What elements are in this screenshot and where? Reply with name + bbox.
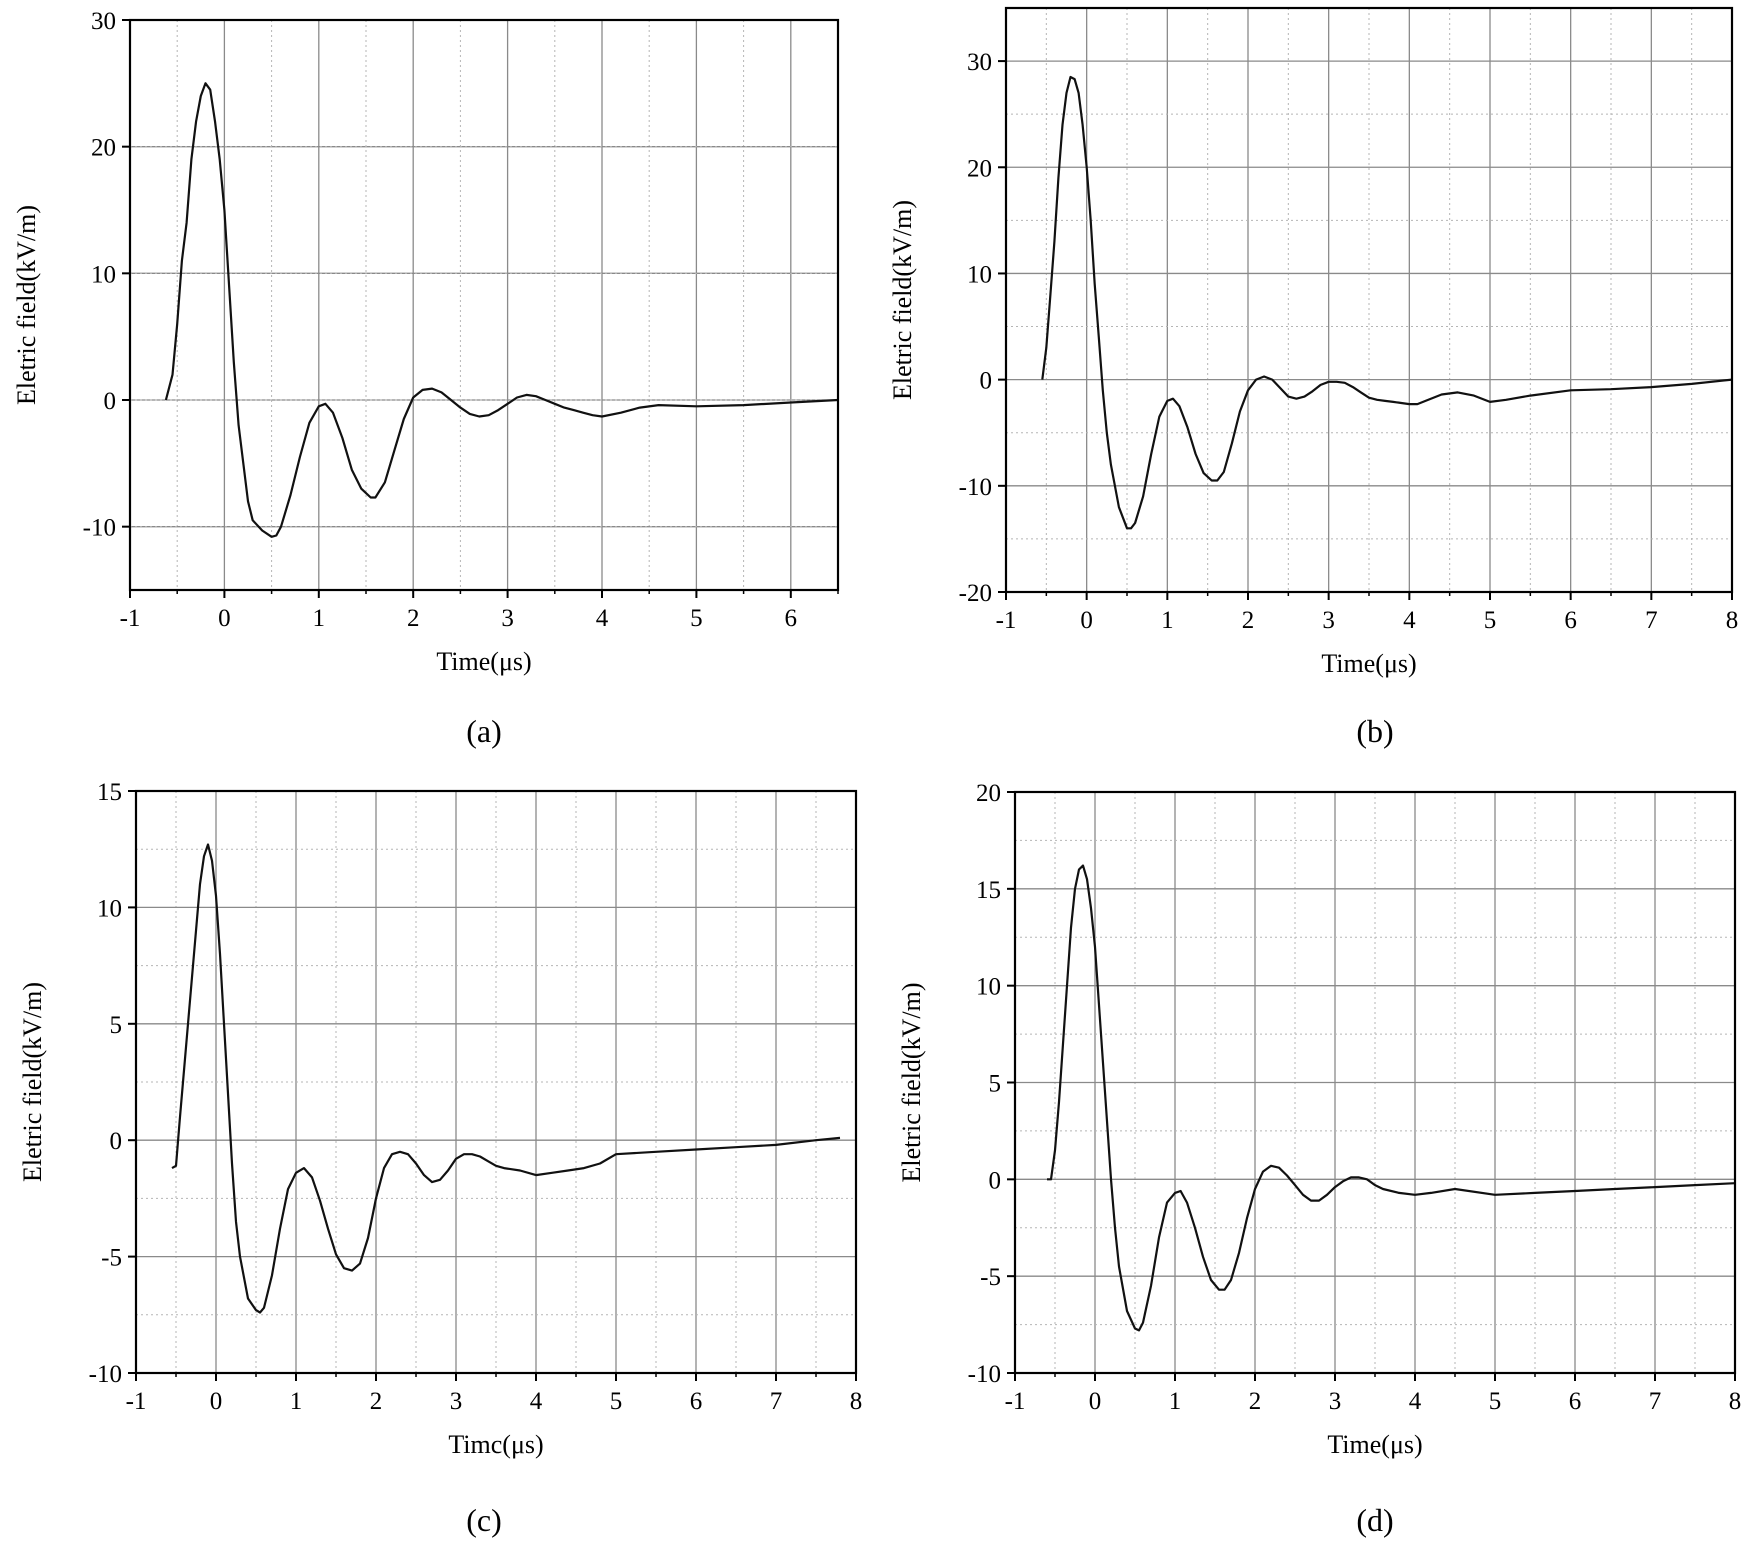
x-tick-label: 3: [1329, 1388, 1342, 1415]
x-tick-label: 8: [1726, 607, 1739, 634]
x-tick-label: 2: [1242, 607, 1255, 634]
x-tick-label: 5: [1484, 607, 1497, 634]
x-tick-label: 4: [1409, 1388, 1422, 1415]
y-tick-label: 20: [976, 780, 1001, 807]
x-tick-label: 3: [501, 605, 514, 632]
x-tick-label: 6: [785, 605, 798, 632]
y-tick-label: 0: [104, 388, 117, 415]
panel-caption: (d): [1356, 1502, 1393, 1538]
x-tick-label: 7: [1649, 1388, 1662, 1415]
y-tick-label: 0: [980, 368, 993, 395]
series-layer: [164, 82, 839, 538]
x-tick-label: 2: [407, 605, 420, 632]
x-tick-label: 4: [1403, 607, 1416, 634]
y-tick-label: 30: [91, 8, 116, 35]
series-line: [164, 82, 839, 538]
y-tick-label: -10: [959, 474, 992, 501]
x-tick-label: 2: [370, 1388, 383, 1415]
x-tick-label: 2: [1249, 1388, 1262, 1415]
x-tick-label: 5: [1489, 1388, 1502, 1415]
panel-caption: (c): [466, 1502, 502, 1538]
series-line: [1047, 864, 1736, 1332]
grid-layer: [1015, 792, 1735, 1373]
series-layer: [171, 843, 841, 1314]
plot-frame: [128, 18, 840, 592]
grid-layer: [136, 791, 856, 1373]
x-tick-label: 0: [1089, 1388, 1102, 1415]
x-axis-label: Time(μs): [436, 647, 531, 676]
x-tick-label: 3: [1322, 607, 1335, 634]
y-tick-label: -5: [980, 1264, 1001, 1291]
y-axis-label: Eletric field(kV/m): [897, 983, 926, 1183]
x-tick-label: 4: [596, 605, 609, 632]
y-tick-label: 10: [967, 261, 992, 288]
y-tick-label: 5: [989, 1071, 1002, 1098]
y-tick-label: 20: [91, 135, 116, 162]
x-tick-label: 6: [1569, 1388, 1582, 1415]
x-axis-label: Time(μs): [1327, 1430, 1422, 1459]
x-tick-label: -1: [120, 605, 141, 632]
y-tick-label: 15: [976, 877, 1001, 904]
y-axis-label: Eletric field(kV/m): [18, 982, 47, 1182]
x-tick-label: 1: [290, 1388, 303, 1415]
x-tick-label: -1: [126, 1388, 147, 1415]
y-tick-label: 10: [91, 261, 116, 288]
y-tick-label: 5: [110, 1012, 123, 1039]
y-tick-label: 0: [989, 1167, 1002, 1194]
x-tick-label: 1: [313, 605, 326, 632]
panel-caption: (a): [466, 713, 502, 749]
x-tick-label: 1: [1161, 607, 1174, 634]
y-tick-label: 10: [976, 974, 1001, 1001]
y-tick-label: -10: [83, 515, 116, 542]
y-tick-label: -10: [968, 1361, 1001, 1388]
series-layer: [1041, 75, 1733, 530]
x-tick-label: 7: [1645, 607, 1658, 634]
x-tick-label: 6: [690, 1388, 703, 1415]
y-axis-label: Eletric field(kV/m): [888, 200, 917, 400]
y-tick-label: -5: [101, 1245, 122, 1272]
y-tick-label: 10: [97, 895, 122, 922]
x-tick-label: 6: [1564, 607, 1577, 634]
x-tick-label: 7: [770, 1388, 783, 1415]
x-axis-label: Time(μs): [1321, 649, 1416, 678]
series-line: [171, 843, 841, 1314]
y-tick-label: 20: [967, 155, 992, 182]
y-tick-label: -10: [89, 1361, 122, 1388]
x-tick-label: 5: [690, 605, 703, 632]
y-tick-label: 0: [110, 1128, 123, 1155]
y-tick-label: 30: [967, 49, 992, 76]
y-tick-label: -20: [959, 580, 992, 607]
x-tick-label: -1: [1005, 1388, 1026, 1415]
x-tick-label: 0: [218, 605, 231, 632]
x-tick-label: 4: [530, 1388, 543, 1415]
grid-layer: [1006, 8, 1732, 592]
x-tick-label: 5: [610, 1388, 623, 1415]
grid-layer: [130, 20, 838, 590]
x-tick-label: 0: [210, 1388, 223, 1415]
x-tick-label: -1: [996, 607, 1017, 634]
y-axis-label: Eletric field(kV/m): [12, 205, 41, 405]
series-line: [1041, 75, 1733, 530]
x-tick-label: 1: [1169, 1388, 1182, 1415]
y-tick-label: 15: [97, 779, 122, 806]
x-tick-label: 8: [1729, 1388, 1742, 1415]
x-axis-label: Timc(μs): [448, 1430, 543, 1459]
x-tick-label: 3: [450, 1388, 463, 1415]
x-tick-label: 0: [1080, 607, 1093, 634]
panel-caption: (b): [1356, 713, 1393, 749]
series-layer: [1047, 864, 1736, 1332]
x-tick-label: 8: [850, 1388, 863, 1415]
